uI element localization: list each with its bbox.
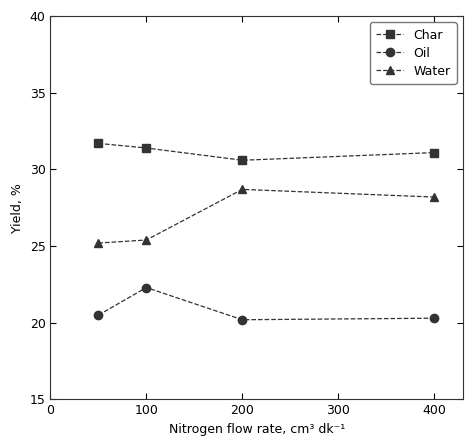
Oil: [96, 312, 101, 318]
Line: Oil: Oil: [94, 283, 438, 324]
Water: [239, 187, 245, 192]
Char: [144, 145, 149, 151]
Char: [239, 158, 245, 163]
X-axis label: Nitrogen flow rate, cm³ dk⁻¹: Nitrogen flow rate, cm³ dk⁻¹: [169, 423, 345, 436]
Water: [431, 194, 437, 200]
Line: Char: Char: [94, 139, 438, 164]
Char: [96, 141, 101, 146]
Char: [431, 150, 437, 155]
Oil: [239, 317, 245, 322]
Line: Water: Water: [94, 185, 438, 247]
Water: [96, 240, 101, 246]
Y-axis label: Yield, %: Yield, %: [11, 183, 24, 233]
Oil: [144, 285, 149, 290]
Water: [144, 237, 149, 243]
Oil: [431, 316, 437, 321]
Legend: Char, Oil, Water: Char, Oil, Water: [370, 22, 456, 84]
